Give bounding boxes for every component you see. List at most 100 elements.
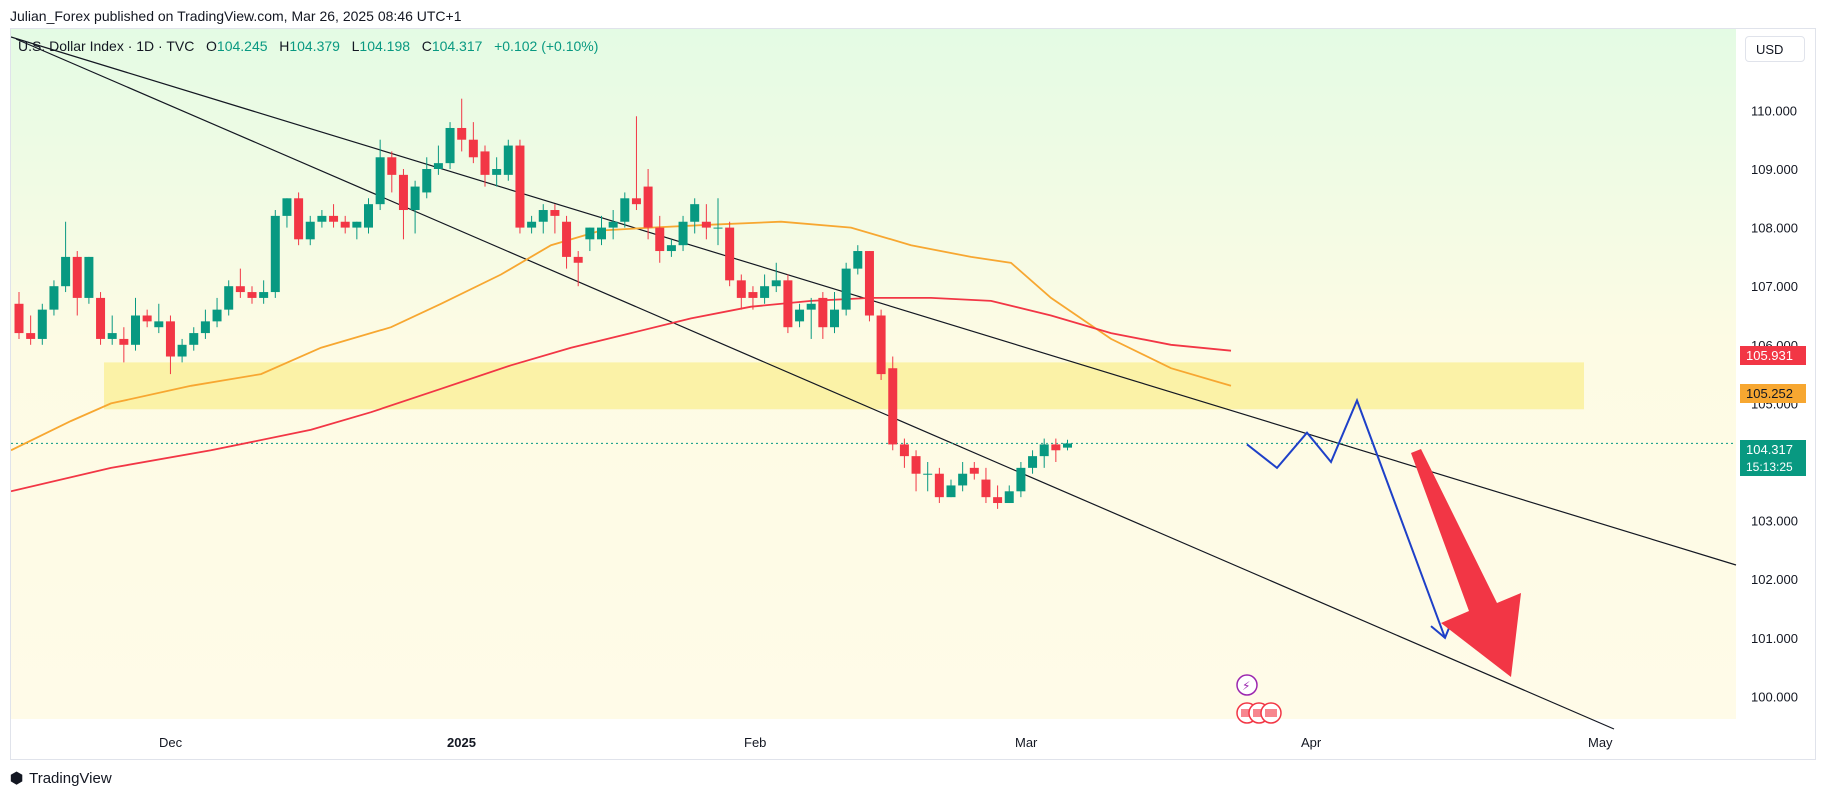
candle-body xyxy=(888,368,898,445)
x-axis-label: Feb xyxy=(744,735,766,750)
candle-body xyxy=(492,169,502,175)
brand-name: TradingView xyxy=(29,769,112,787)
candle-body xyxy=(760,286,770,298)
candle-body xyxy=(37,309,47,339)
candle-body xyxy=(72,256,82,298)
candle-body xyxy=(783,280,793,328)
footer-brand[interactable]: ⬢ TradingView xyxy=(10,769,112,788)
y-axis-label: 103.000 xyxy=(1751,514,1798,529)
candle-body xyxy=(329,215,339,222)
currency-button[interactable]: USD xyxy=(1745,36,1805,62)
lightning-glyph: ⚡ xyxy=(1242,679,1250,693)
candle-body xyxy=(49,286,59,310)
low-value: 104.198 xyxy=(359,38,411,54)
close-value: 104.317 xyxy=(431,38,483,54)
candle-body xyxy=(1063,443,1072,448)
countdown-tag: 15:13:25 xyxy=(1740,458,1806,476)
candle-body xyxy=(1016,467,1026,492)
low-label: L xyxy=(351,38,360,54)
candle-body xyxy=(643,186,653,228)
candle-body xyxy=(200,321,210,334)
y-axis-label: 101.000 xyxy=(1751,631,1798,646)
x-axis-label: 2025 xyxy=(447,735,476,750)
high-label: H xyxy=(279,38,290,54)
x-axis-label: Apr xyxy=(1301,735,1322,750)
candle-body xyxy=(119,338,129,345)
candle-body xyxy=(14,303,24,334)
candle-body xyxy=(666,245,676,252)
x-axis-label: Dec xyxy=(159,735,183,750)
candle-body xyxy=(457,127,467,140)
y-axis-label: 100.000 xyxy=(1751,689,1798,704)
flag-stripes xyxy=(1241,709,1253,717)
candle-body xyxy=(864,251,874,316)
candle-body xyxy=(317,215,327,222)
candle-body xyxy=(538,210,548,222)
bearish-arrow-icon xyxy=(1411,449,1521,677)
chart-canvas[interactable]: 110.000109.000108.000107.000106.000105.0… xyxy=(11,29,1816,760)
resistance-zone xyxy=(104,362,1584,410)
candle-body xyxy=(620,198,630,222)
candle-body xyxy=(468,139,478,158)
candle-body xyxy=(655,227,665,252)
flag-stripes xyxy=(1253,709,1265,717)
candle-body xyxy=(631,198,641,205)
candle-body xyxy=(480,151,490,175)
candle-body xyxy=(165,321,175,357)
candle-body xyxy=(608,221,618,228)
ma-fast-line xyxy=(11,220,1232,452)
candle-body xyxy=(61,256,71,287)
candle-body xyxy=(352,221,362,228)
candle-body xyxy=(748,292,758,298)
candle-body xyxy=(1039,444,1049,457)
candle-body xyxy=(527,221,537,228)
candle-body xyxy=(387,157,397,175)
candle-body xyxy=(445,127,455,164)
candle-body xyxy=(96,297,106,339)
flag-stripes xyxy=(1265,709,1277,717)
candle-body xyxy=(131,315,140,345)
candle-body xyxy=(410,186,420,211)
candle-body xyxy=(958,473,968,486)
candle-body xyxy=(154,321,164,328)
y-axis-label: 108.000 xyxy=(1751,221,1798,236)
candle-body xyxy=(853,251,863,269)
open-label: O xyxy=(206,38,217,54)
candle-body xyxy=(224,286,234,310)
y-axis-label: 110.000 xyxy=(1751,103,1797,118)
chart-area[interactable]: 110.000109.000108.000107.000106.000105.0… xyxy=(10,28,1816,760)
candle-body xyxy=(771,280,781,287)
channel-lower-line xyxy=(15,38,1615,730)
candle-body xyxy=(375,157,385,205)
ma-slow-line xyxy=(11,297,1232,493)
candle-body xyxy=(515,145,525,228)
candle-body xyxy=(189,333,199,345)
tradingview-logo-icon: ⬢ xyxy=(10,770,24,787)
candle-body xyxy=(911,456,921,474)
candle-body xyxy=(294,198,304,240)
candle-body xyxy=(690,204,700,222)
y-axis-label: 109.000 xyxy=(1751,162,1798,177)
candle-body xyxy=(212,309,222,322)
publisher-caption: Julian_Forex published on TradingView.co… xyxy=(10,8,462,24)
candle-body xyxy=(1051,444,1061,451)
symbol-legend[interactable]: U.S. Dollar Index · 1D · TVC O104.245 H1… xyxy=(18,38,598,54)
candle-body xyxy=(107,333,117,339)
symbol-name[interactable]: U.S. Dollar Index · 1D · TVC xyxy=(18,38,195,54)
close-label: C xyxy=(421,38,432,54)
candle-body xyxy=(701,221,711,228)
candle-body xyxy=(830,309,839,328)
ma-fast-price-tag: 105.252 xyxy=(1740,384,1806,403)
candle-body xyxy=(259,292,269,298)
candle-body xyxy=(142,315,152,322)
candle-body xyxy=(818,297,828,328)
candle-body xyxy=(713,227,723,229)
candle-body xyxy=(1004,491,1014,504)
candle-body xyxy=(993,497,1003,504)
candle-body xyxy=(969,467,979,474)
candle-body xyxy=(981,479,991,498)
candle-body xyxy=(562,221,572,257)
candle-body xyxy=(270,215,280,293)
candle-body xyxy=(550,210,560,216)
candle-body xyxy=(26,333,36,339)
